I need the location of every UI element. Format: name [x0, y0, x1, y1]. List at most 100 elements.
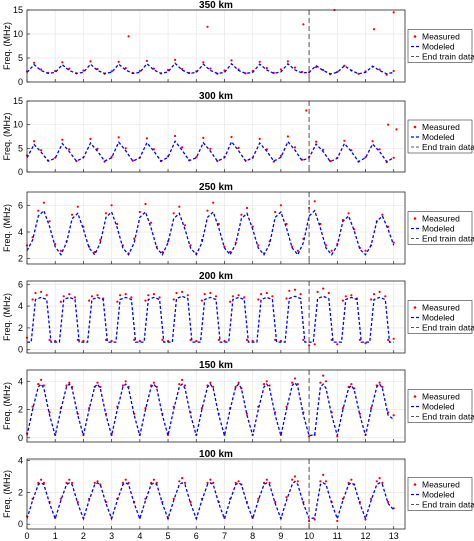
measured-point [395, 128, 398, 131]
measured-point [392, 11, 395, 14]
measured-point [61, 61, 64, 64]
measured-point [48, 338, 51, 341]
measured-point [327, 291, 330, 295]
measured-point [392, 414, 395, 417]
measured-point [37, 383, 40, 386]
measured-point [392, 337, 395, 340]
x-tick-label: 8 [250, 531, 255, 541]
legend-entry: Modeled [422, 402, 455, 412]
measured-point [172, 298, 175, 301]
measured-point [285, 405, 288, 408]
modeled-line [26, 381, 395, 437]
measured-point [96, 294, 99, 297]
y-tick-label: 10 [13, 120, 23, 130]
measured-point [364, 249, 367, 252]
x-tick-label: 0 [24, 531, 29, 541]
y-tick-label: 0 [18, 77, 23, 87]
modeled-line [26, 62, 394, 75]
measured-point [336, 343, 339, 346]
measured-point [223, 245, 226, 248]
measured-point [155, 385, 158, 388]
measured-point [293, 66, 297, 69]
measured-point [54, 242, 57, 246]
measured-point [231, 295, 234, 298]
measured-point [209, 381, 212, 384]
measured-point [336, 435, 339, 438]
measured-point [209, 478, 212, 481]
y-axis-label: Freq. (MHz) [2, 204, 12, 252]
measured-point [293, 288, 297, 291]
panel-title: 300 km [199, 91, 233, 102]
measured-point [291, 381, 294, 384]
measured-point [372, 28, 376, 31]
measured-point [265, 291, 268, 295]
legend-measured-marker [413, 483, 417, 486]
measured-point [61, 138, 64, 141]
y-tick-label: 6 [18, 200, 23, 210]
measured-point [387, 500, 390, 504]
measured-point [48, 411, 51, 414]
legend-entry: Measured [422, 303, 460, 313]
measured-point [152, 381, 155, 384]
measured-point [71, 213, 74, 216]
y-tick-label: 4 [18, 376, 23, 386]
measured-point [237, 381, 240, 384]
measured-point [152, 293, 155, 296]
y-tick-label: 0 [18, 433, 23, 443]
measured-point [174, 134, 177, 138]
measured-point [330, 249, 333, 252]
measured-point [172, 497, 175, 500]
measured-point [279, 204, 282, 207]
legend-entry: Modeled [422, 42, 455, 52]
measured-point [364, 518, 367, 521]
measured-point [350, 478, 353, 481]
measured-point [258, 137, 261, 140]
measured-point [350, 383, 353, 386]
measured-point [279, 68, 282, 71]
measured-point [260, 293, 263, 296]
measured-point [274, 210, 277, 214]
measured-point [293, 146, 297, 149]
measured-point [285, 496, 288, 499]
legend-entry: Modeled [422, 132, 455, 142]
measured-point [124, 380, 127, 383]
plot-area [27, 192, 405, 264]
measured-point [68, 148, 71, 151]
measured-point [336, 70, 339, 73]
y-tick-label: 10 [13, 29, 23, 39]
legend-entry: End train data [422, 323, 474, 333]
measured-point [71, 481, 74, 484]
measured-point [68, 67, 71, 70]
measured-point [313, 518, 316, 521]
measured-point [315, 140, 318, 143]
y-tick-label: 0 [18, 519, 23, 529]
measured-point [268, 481, 271, 484]
y-tick-label: 2 [18, 405, 23, 415]
measured-point [42, 384, 46, 387]
y-tick-label: 0 [18, 167, 23, 177]
measured-point [302, 338, 305, 341]
measured-point [200, 299, 203, 302]
measured-point [186, 294, 189, 297]
measured-point [240, 213, 243, 216]
plot-area [27, 459, 405, 529]
y-axis-label: Freq. (MHz) [2, 113, 12, 161]
measured-point [381, 481, 384, 484]
measured-point [319, 480, 322, 483]
measured-point [99, 238, 102, 242]
measured-point [234, 385, 237, 388]
measured-point [138, 210, 141, 214]
measured-point [82, 69, 85, 72]
measured-point [152, 67, 155, 70]
measured-point [145, 59, 148, 63]
measured-point [209, 147, 212, 150]
measured-point [378, 381, 381, 384]
measured-point [121, 384, 124, 387]
measured-point [104, 212, 108, 215]
measured-point [299, 293, 302, 296]
measured-point [130, 296, 133, 299]
measured-point [124, 478, 127, 481]
legend-measured-marker [413, 217, 417, 220]
